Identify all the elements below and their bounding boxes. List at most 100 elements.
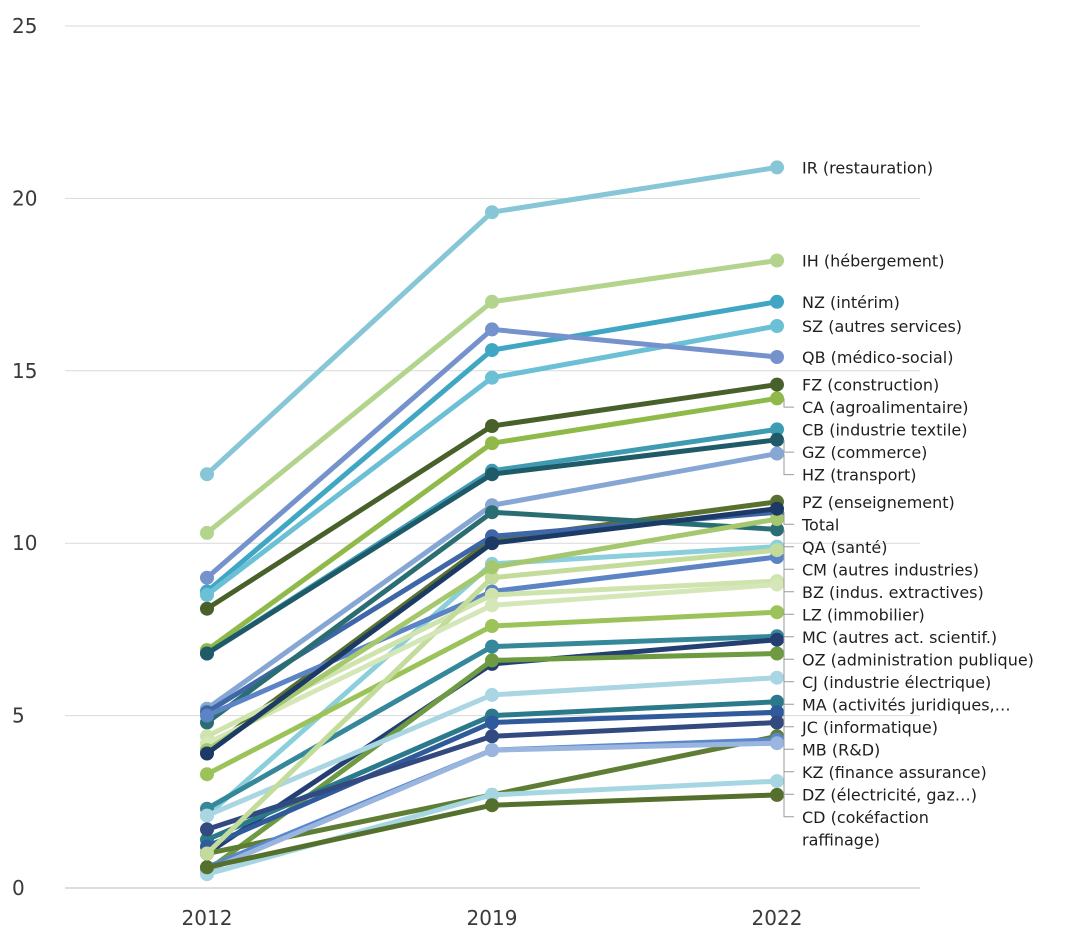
- series-gz-commerce: [200, 432, 784, 661]
- data-point: [770, 632, 784, 647]
- series-sz-autres-services: [200, 319, 784, 602]
- data-point: [200, 767, 214, 782]
- data-point: [770, 646, 784, 661]
- data-point: [770, 512, 784, 527]
- data-point: [485, 729, 499, 744]
- label-leader-line: [783, 677, 794, 728]
- series-label-text: QA (santé): [802, 538, 888, 557]
- label-leader-line: [783, 398, 794, 408]
- data-point: [485, 343, 499, 358]
- series-label-text: CB (industrie textile): [802, 421, 967, 440]
- data-point: [770, 774, 784, 789]
- label-hz-transport: HZ (transport): [783, 453, 917, 485]
- label-leader-line: [783, 636, 794, 660]
- grid: [65, 25, 920, 889]
- label-leader-line: [783, 529, 794, 548]
- series-fz-construction: [200, 377, 784, 616]
- data-point: [485, 560, 499, 575]
- series-label-text: NZ (intérim): [802, 293, 900, 312]
- label-leader-line: [783, 794, 794, 818]
- data-point: [770, 705, 784, 720]
- label-leader-line: [783, 712, 794, 773]
- series-unlabeled-32: [200, 501, 784, 761]
- data-point: [485, 294, 499, 309]
- data-point: [770, 787, 784, 802]
- series-label-text: CM (autres industries): [802, 560, 979, 579]
- y-tick-label: 5: [12, 704, 25, 728]
- data-point: [485, 639, 499, 654]
- series-label-text: QB (médico-social): [802, 348, 953, 367]
- label-leader-line: [783, 639, 794, 683]
- data-point: [485, 505, 499, 520]
- series-label-text: GZ (commerce): [802, 443, 927, 462]
- series-label-text: MB (R&D): [802, 740, 880, 759]
- series-label-text: SZ (autres services): [802, 317, 962, 336]
- series-unlabeled-29: [200, 543, 784, 861]
- data-point: [770, 377, 784, 392]
- data-point: [485, 598, 499, 613]
- data-point: [770, 391, 784, 406]
- data-point: [200, 860, 214, 875]
- data-point: [200, 808, 214, 823]
- data-point: [485, 587, 499, 602]
- label-ir-restauration: IR (restauration): [802, 158, 933, 177]
- label-leader-line: [783, 453, 794, 476]
- data-point: [485, 787, 499, 802]
- data-point: [485, 715, 499, 730]
- label-leader-line: [783, 581, 794, 615]
- label-total: Total: [783, 512, 839, 534]
- label-ih-hebergement: IH (hébergement): [802, 252, 944, 271]
- y-tick-label: 25: [12, 14, 37, 38]
- x-axis: 2012 2019 2022: [182, 906, 803, 930]
- data-point: [485, 687, 499, 702]
- series-label-text: BZ (indus. extractives): [802, 583, 984, 602]
- label-fz-construction: FZ (construction): [802, 376, 939, 395]
- data-point: [485, 798, 499, 813]
- data-point: [200, 708, 214, 723]
- y-tick-label: 20: [12, 186, 37, 210]
- label-leader-line: [783, 557, 794, 593]
- data-point: [770, 543, 784, 558]
- data-point: [485, 619, 499, 633]
- data-point: [485, 205, 499, 220]
- label-leader-line: [783, 439, 794, 453]
- series-ih-hebergement: [200, 253, 784, 540]
- data-point: [200, 822, 214, 837]
- series-jc-informatique: [200, 670, 784, 823]
- series-mc-autres-act-scientif: [200, 605, 784, 782]
- x-tick-label: 2012: [182, 906, 233, 930]
- label-leader-line: [783, 701, 794, 750]
- label-leader-line: [783, 512, 794, 525]
- data-point: [770, 432, 784, 447]
- series-label-text: OZ (administration publique): [802, 650, 1034, 669]
- series-ir-restauration: [200, 160, 784, 482]
- label-nz-interim: NZ (intérim): [802, 293, 900, 312]
- data-point: [485, 653, 499, 668]
- data-point: [770, 422, 784, 437]
- data-point: [770, 577, 784, 592]
- series-label-text: DZ (électricité, gaz…): [802, 785, 977, 804]
- series-label-text: KZ (finance assurance): [802, 763, 987, 782]
- data-point: [770, 294, 784, 309]
- series-label-text: JC (informatique): [801, 718, 938, 737]
- data-point: [200, 746, 214, 761]
- data-point: [485, 743, 499, 758]
- y-axis: 0 5 10 15 20 25: [12, 14, 37, 900]
- data-point: [770, 694, 784, 709]
- data-point: [200, 467, 214, 482]
- data-point: [200, 570, 214, 585]
- series-label-text: CD (cokéfaction raffinage): [802, 808, 929, 850]
- y-tick-label: 10: [12, 531, 37, 555]
- data-point: [200, 525, 214, 540]
- x-tick-label: 2019: [467, 906, 518, 930]
- series-unlabeled-28: [200, 787, 784, 875]
- label-gz-commerce: GZ (commerce): [783, 439, 927, 462]
- series-group: [200, 160, 784, 882]
- data-point: [485, 467, 499, 482]
- data-point: [485, 419, 499, 433]
- series-label-text: FZ (construction): [802, 376, 939, 395]
- data-point: [770, 446, 784, 461]
- label-ca-agroalimentaire: CA (agroalimentaire): [783, 398, 969, 417]
- series-kz-finance-assurance: [200, 705, 784, 854]
